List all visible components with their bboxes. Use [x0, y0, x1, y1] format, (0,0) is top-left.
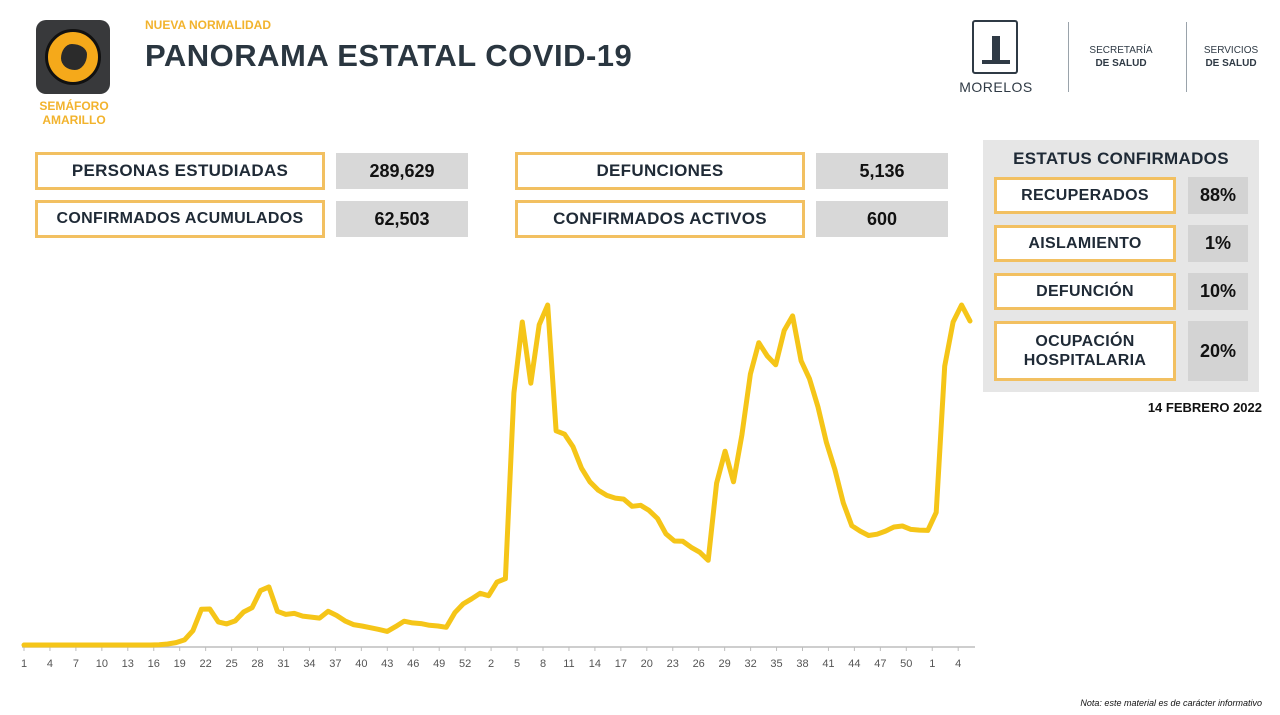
x-tick-label: 32: [744, 658, 756, 670]
defunciones-value: 5,136: [816, 153, 948, 189]
ocupacion-line1: OCUPACIÓN: [1035, 333, 1135, 350]
confirmados-activos-label: CONFIRMADOS ACTIVOS: [515, 200, 805, 238]
divider: [1068, 22, 1069, 92]
x-tick-label: 28: [251, 658, 263, 670]
x-tick-label: 13: [122, 658, 134, 670]
series-line: [21, 302, 973, 648]
x-tick-label: 35: [770, 658, 782, 670]
x-tick-label: 46: [407, 658, 419, 670]
secretaria-line1: SECRETARÍA: [1089, 45, 1153, 56]
x-tick-label: 41: [822, 658, 834, 670]
semaforo-label: SEMÁFORO AMARILLO: [24, 99, 124, 127]
x-tick-label: 17: [615, 658, 627, 670]
x-tick-label: 4: [47, 658, 53, 670]
x-tick-label: 19: [174, 658, 186, 670]
aislamiento-value: 1%: [1188, 225, 1248, 262]
x-tick-label: 10: [96, 658, 108, 670]
defunciones-label: DEFUNCIONES: [515, 152, 805, 190]
x-tick-label: 40: [355, 658, 367, 670]
x-tick-label: 7: [73, 658, 79, 670]
ocupacion-hospitalaria-value: 20%: [1188, 321, 1248, 381]
x-tick-label: 1: [929, 658, 935, 670]
ocupacion-line2: HOSPITALARIA: [1023, 352, 1147, 369]
x-tick-label: 29: [719, 658, 731, 670]
servicios-logo: SERVICIOS DE SALUD: [1196, 44, 1266, 70]
x-tick-label: 4: [955, 658, 961, 670]
page-title: PANORAMA ESTATAL COVID-19: [145, 38, 633, 73]
x-tick-label: 14: [589, 658, 601, 670]
x-tick-label: 47: [874, 658, 886, 670]
morelos-shield-icon: [972, 20, 1018, 74]
x-tick-label: 20: [641, 658, 653, 670]
personas-estudiadas-value: 289,629: [336, 153, 468, 189]
personas-estudiadas-label: PERSONAS ESTUDIADAS: [35, 152, 325, 190]
x-tick-label: 26: [693, 658, 705, 670]
kicker: NUEVA NORMALIDAD: [145, 18, 271, 32]
defuncion-value: 10%: [1188, 273, 1248, 310]
x-tick-label: 44: [848, 658, 860, 670]
semaforo-line1: SEMÁFORO: [39, 99, 109, 113]
x-tick-label: 34: [303, 658, 315, 670]
ocupacion-hospitalaria-label: OCUPACIÓN HOSPITALARIA: [994, 321, 1176, 381]
x-tick-label: 23: [667, 658, 679, 670]
secretaria-logo: SECRETARÍA DE SALUD: [1078, 44, 1164, 70]
defuncion-label: DEFUNCIÓN: [994, 273, 1176, 310]
x-tick-label: 22: [200, 658, 212, 670]
divider: [1186, 22, 1187, 92]
confirmados-activos-value: 600: [816, 201, 948, 237]
confirmados-acumulados-label: CONFIRMADOS ACUMULADOS: [35, 200, 325, 238]
semaforo-line2: AMARILLO: [42, 113, 106, 127]
x-tick-label: 52: [459, 658, 471, 670]
x-tick-label: 8: [540, 658, 546, 670]
x-axis-ticks: 1 4 7 10 13 16 19 22 25 28 31 34 37 40 43 46 49 52 2 5 8 11 14…: [21, 647, 961, 670]
x-tick-label: 50: [900, 658, 912, 670]
secretaria-line2: DE SALUD: [1095, 58, 1147, 69]
x-tick-label: 2: [488, 658, 494, 670]
x-tick-label: 16: [148, 658, 160, 670]
x-tick-label: 37: [329, 658, 341, 670]
servicios-line2: DE SALUD: [1205, 58, 1257, 69]
report-date: 14 FEBRERO 2022: [1147, 400, 1262, 415]
x-tick-label: 49: [433, 658, 445, 670]
morelos-map-icon: [61, 44, 87, 70]
servicios-line1: SERVICIOS: [1203, 45, 1259, 56]
x-tick-label: 43: [381, 658, 393, 670]
x-tick-label: 25: [225, 658, 237, 670]
semaforo-icon: [36, 20, 110, 94]
x-tick-label: 38: [796, 658, 808, 670]
footnote: Nota: este material es de carácter infor…: [1080, 698, 1262, 708]
aislamiento-label: AISLAMIENTO: [994, 225, 1176, 262]
x-tick-label: 11: [563, 658, 574, 670]
status-title: ESTATUS CONFIRMADOS: [1013, 149, 1229, 168]
x-tick-label: 5: [514, 658, 520, 670]
x-tick-label: 31: [277, 658, 289, 670]
state-name: MORELOS: [959, 79, 1033, 95]
recuperados-value: 88%: [1188, 177, 1248, 214]
recuperados-label: RECUPERADOS: [994, 177, 1176, 214]
confirmados-acumulados-value: 62,503: [336, 201, 468, 237]
x-tick-label: 1: [21, 658, 27, 670]
